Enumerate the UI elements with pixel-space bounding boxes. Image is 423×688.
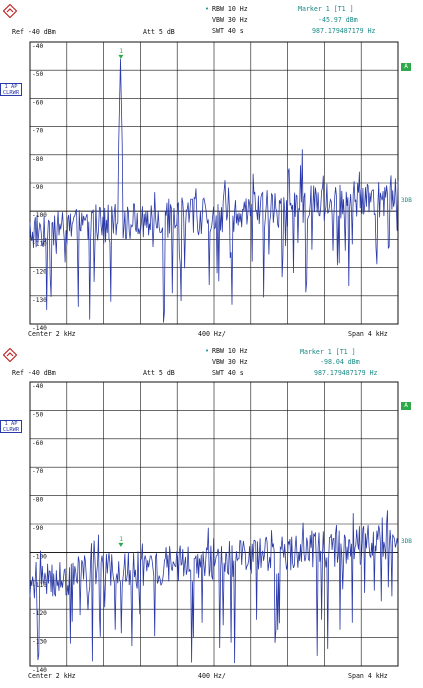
marker-1-icon[interactable] — [118, 54, 124, 59]
threedb-tag: 3DB — [401, 538, 412, 545]
y-tick-label: -60 — [32, 99, 43, 106]
y-tick-label: -70 — [32, 128, 43, 135]
spectrum-trace — [29, 510, 399, 664]
threedb-tag: 3DB — [401, 197, 412, 204]
marker-title: Marker 1 [T1 ] — [300, 348, 356, 356]
vbw-readout: VBW 30 Hz — [212, 16, 248, 24]
y-tick-label: -110 — [32, 240, 47, 247]
center-frequency: Center 2 kHz — [28, 330, 76, 338]
rohde-schwarz-logo-icon — [3, 4, 17, 18]
y-tick-label: -130 — [32, 639, 47, 646]
y-tick-label: -50 — [32, 411, 43, 418]
a-indicator-tag: A — [401, 63, 411, 71]
marker-1-icon[interactable] — [118, 542, 124, 547]
rohde-schwarz-logo-icon — [3, 348, 17, 362]
spectrum-trace — [29, 58, 399, 323]
swt-readout: SWT 40 s — [212, 27, 244, 35]
spectrum-plot: -40 -50 -60 -70 -80 -90 -100 -110 -120 -130 -140 1 — [29, 41, 399, 332]
marker-level: -45.97 dBm — [318, 16, 358, 24]
y-tick-label: -50 — [32, 71, 43, 78]
y-tick-label: -130 — [32, 297, 47, 304]
y-tick-label: -60 — [32, 440, 43, 447]
attenuation: Att 5 dB — [143, 28, 175, 36]
y-tick-label: -100 — [32, 212, 47, 219]
marker-1-label: 1 — [119, 48, 123, 55]
reference-level: Ref -40 dBm — [12, 369, 56, 377]
swt-readout: SWT 40 s — [212, 369, 244, 377]
trace-mode-line-1: 1 AP — [4, 84, 18, 90]
marker-frequency: 987.179487179 Hz — [314, 369, 378, 377]
y-tick-label: -100 — [32, 553, 47, 560]
y-tick-label: -80 — [32, 497, 43, 504]
rbw-readout: RBW 10 Hz — [212, 5, 248, 13]
frequency-span: Span 4 kHz — [348, 330, 388, 338]
marker-level: -98.04 dBm — [320, 358, 360, 366]
a-indicator-tag: A — [401, 402, 411, 410]
center-frequency: Center 2 kHz — [28, 672, 76, 680]
frequency-span: Span 4 kHz — [348, 672, 388, 680]
y-tick-label: -120 — [32, 269, 47, 276]
y-tick-label: -90 — [32, 184, 43, 191]
y-tick-label: -90 — [32, 525, 43, 532]
trace-mode-line-1: 1 AP — [4, 421, 18, 427]
frequency-per-division: 400 Hz/ — [198, 672, 226, 680]
reference-level: Ref -40 dBm — [12, 28, 56, 36]
trace-mode-line-2: CLRWR — [2, 90, 20, 96]
attenuation: Att 5 dB — [143, 369, 175, 377]
spectrum-panel-bottom: • RBW 10 Hz VBW 30 Hz SWT 40 s Marker 1 … — [0, 344, 423, 688]
marker-1-label: 1 — [119, 536, 123, 543]
trace-mode-line-2: CLRWR — [2, 427, 20, 433]
rbw-bullet-icon: • — [205, 5, 209, 13]
trace-mode-badge[interactable]: 1 AP CLRWR — [0, 83, 22, 96]
y-tick-label: -40 — [32, 43, 43, 50]
frequency-per-division: 400 Hz/ — [198, 330, 226, 338]
y-tick-label: -70 — [32, 468, 43, 475]
y-tick-label: -80 — [32, 156, 43, 163]
spectrum-panel-top: • RBW 10 Hz VBW 30 Hz SWT 40 s Marker 1 … — [0, 4, 412, 338]
trace-mode-badge[interactable]: 1 AP CLRWR — [0, 420, 22, 433]
rbw-bullet-icon: • — [205, 347, 209, 355]
vbw-readout: VBW 30 Hz — [212, 358, 248, 366]
y-tick-label: -140 — [32, 667, 47, 674]
y-tick-label: -40 — [32, 383, 43, 390]
y-tick-label: -140 — [32, 325, 47, 332]
marker-title: Marker 1 [T1 ] — [298, 5, 354, 13]
rbw-readout: RBW 10 Hz — [212, 347, 248, 355]
marker-frequency: 987.179487179 Hz — [312, 27, 376, 35]
